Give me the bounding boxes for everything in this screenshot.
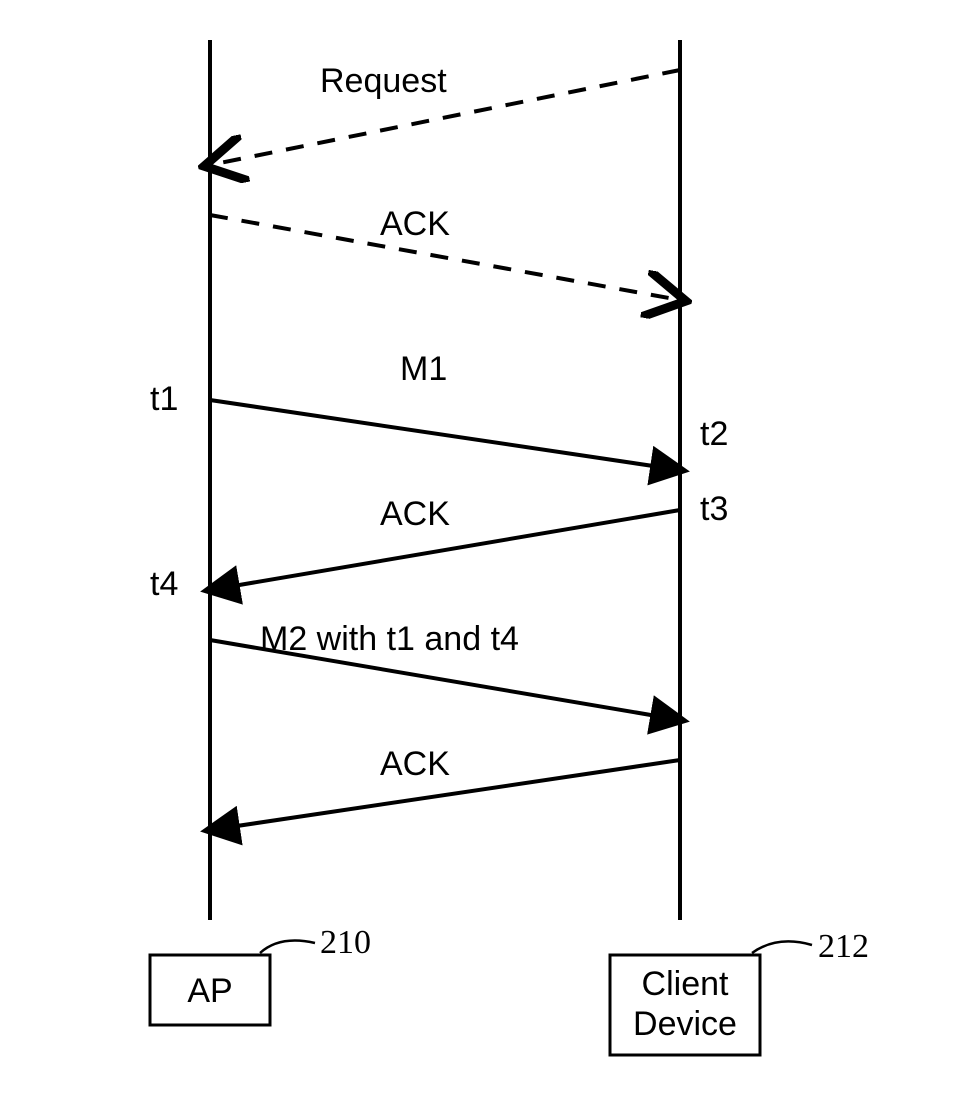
client-node: 212 Client Device	[610, 928, 869, 1055]
message-ack1-label: ACK	[380, 205, 450, 243]
message-m2-label: M2 with t1 and t4	[260, 620, 519, 658]
client-ref-leader	[752, 941, 812, 953]
ap-label: AP	[187, 972, 232, 1010]
message-ack2-label: ACK	[380, 495, 450, 533]
message-ack3-label: ACK	[380, 745, 450, 783]
message-request-label: Request	[320, 62, 447, 100]
client-label-line2: Device	[633, 1005, 737, 1043]
time-label-t4: t4	[150, 565, 178, 603]
time-label-t2: t2	[700, 415, 728, 453]
ap-ref-leader	[260, 941, 315, 953]
message-m1-arrow	[210, 400, 680, 470]
client-label-line1: Client	[642, 965, 729, 1003]
client-ref-number: 212	[818, 928, 869, 965]
ap-ref-number: 210	[320, 924, 371, 961]
message-m1-label: M1	[400, 350, 447, 388]
time-label-t3: t3	[700, 490, 728, 528]
sequence-diagram: Request ACK M1 ACK M2 with t1 and t4 ACK t1 t2…	[0, 0, 961, 1106]
ap-node: 210 AP	[150, 924, 371, 1025]
time-label-t1: t1	[150, 380, 178, 418]
messages: Request ACK M1 ACK M2 with t1 and t4 ACK	[210, 62, 680, 830]
time-labels: t1 t2 t3 t4	[150, 380, 728, 603]
